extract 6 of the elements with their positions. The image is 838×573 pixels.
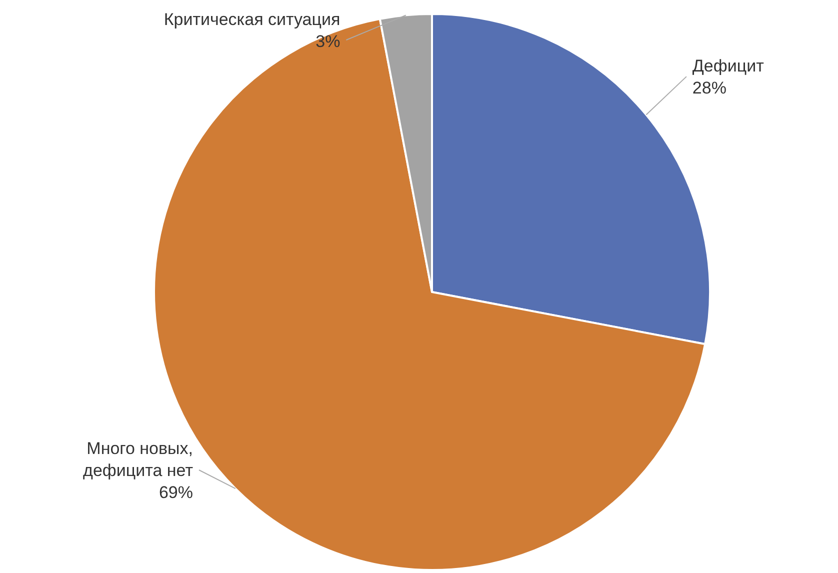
- slice-label: Много новых, дефицита нет: [83, 439, 194, 480]
- data-label: 3%: [316, 32, 340, 51]
- data-label: 28%: [692, 78, 726, 98]
- data-label: 69%: [158, 483, 193, 502]
- slice-label: Дефицит: [692, 56, 764, 76]
- legend-label: Критическая ситуация: [164, 10, 340, 29]
